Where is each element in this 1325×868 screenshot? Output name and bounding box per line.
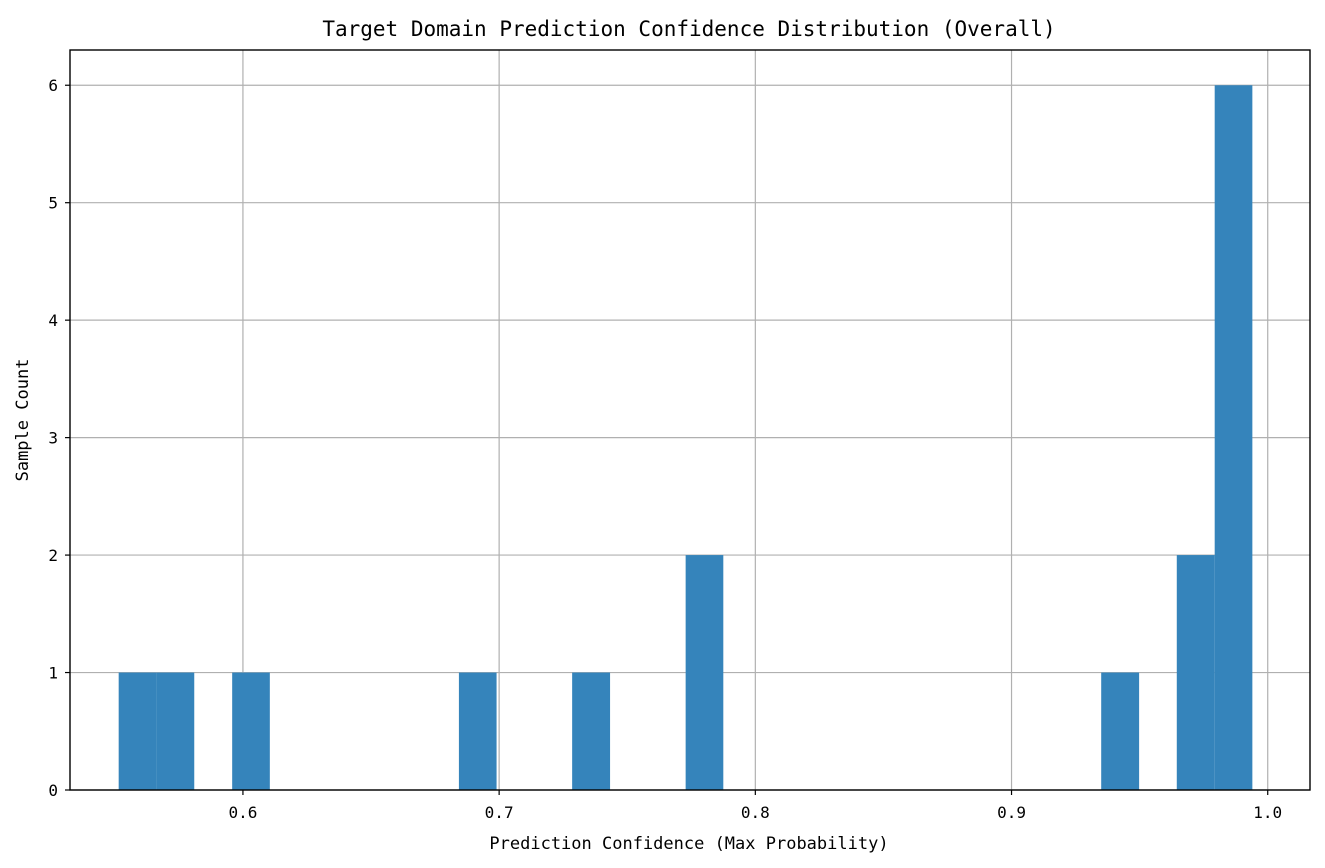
histogram-bar bbox=[685, 555, 724, 790]
histogram-bar bbox=[1176, 555, 1215, 790]
x-tick-label: 0.7 bbox=[485, 803, 514, 822]
x-tick-label: 0.9 bbox=[997, 803, 1026, 822]
x-tick-label: 0.8 bbox=[741, 803, 770, 822]
histogram-bar bbox=[1214, 85, 1253, 790]
y-tick-label: 1 bbox=[48, 664, 58, 683]
histogram-bar bbox=[458, 672, 497, 790]
y-tick-label: 0 bbox=[48, 781, 58, 800]
y-tick-label: 4 bbox=[48, 311, 58, 330]
y-tick-label: 6 bbox=[48, 76, 58, 95]
histogram-bar bbox=[572, 672, 611, 790]
bars-layer bbox=[118, 85, 1253, 790]
x-axis-title: Prediction Confidence (Max Probability) bbox=[489, 834, 888, 854]
ticks-layer: 0.6 0.7 0.8 0.9 1.0 0 1 2 3 4 5 6 bbox=[48, 76, 1282, 822]
histogram-bar bbox=[1101, 672, 1140, 790]
y-tick-label: 2 bbox=[48, 546, 58, 565]
histogram-bar bbox=[118, 672, 157, 790]
axes-frame bbox=[69, 49, 1311, 791]
chart-title: Target Domain Prediction Confidence Dist… bbox=[322, 17, 1055, 41]
y-tick-label: 3 bbox=[48, 429, 58, 448]
x-tick-label: 0.6 bbox=[228, 803, 257, 822]
y-axis-title: Sample Count bbox=[13, 359, 33, 482]
x-tick-label: 1.0 bbox=[1253, 803, 1282, 822]
y-tick-label: 5 bbox=[48, 194, 58, 213]
histogram-bar bbox=[232, 672, 270, 790]
histogram-bar bbox=[156, 672, 195, 790]
